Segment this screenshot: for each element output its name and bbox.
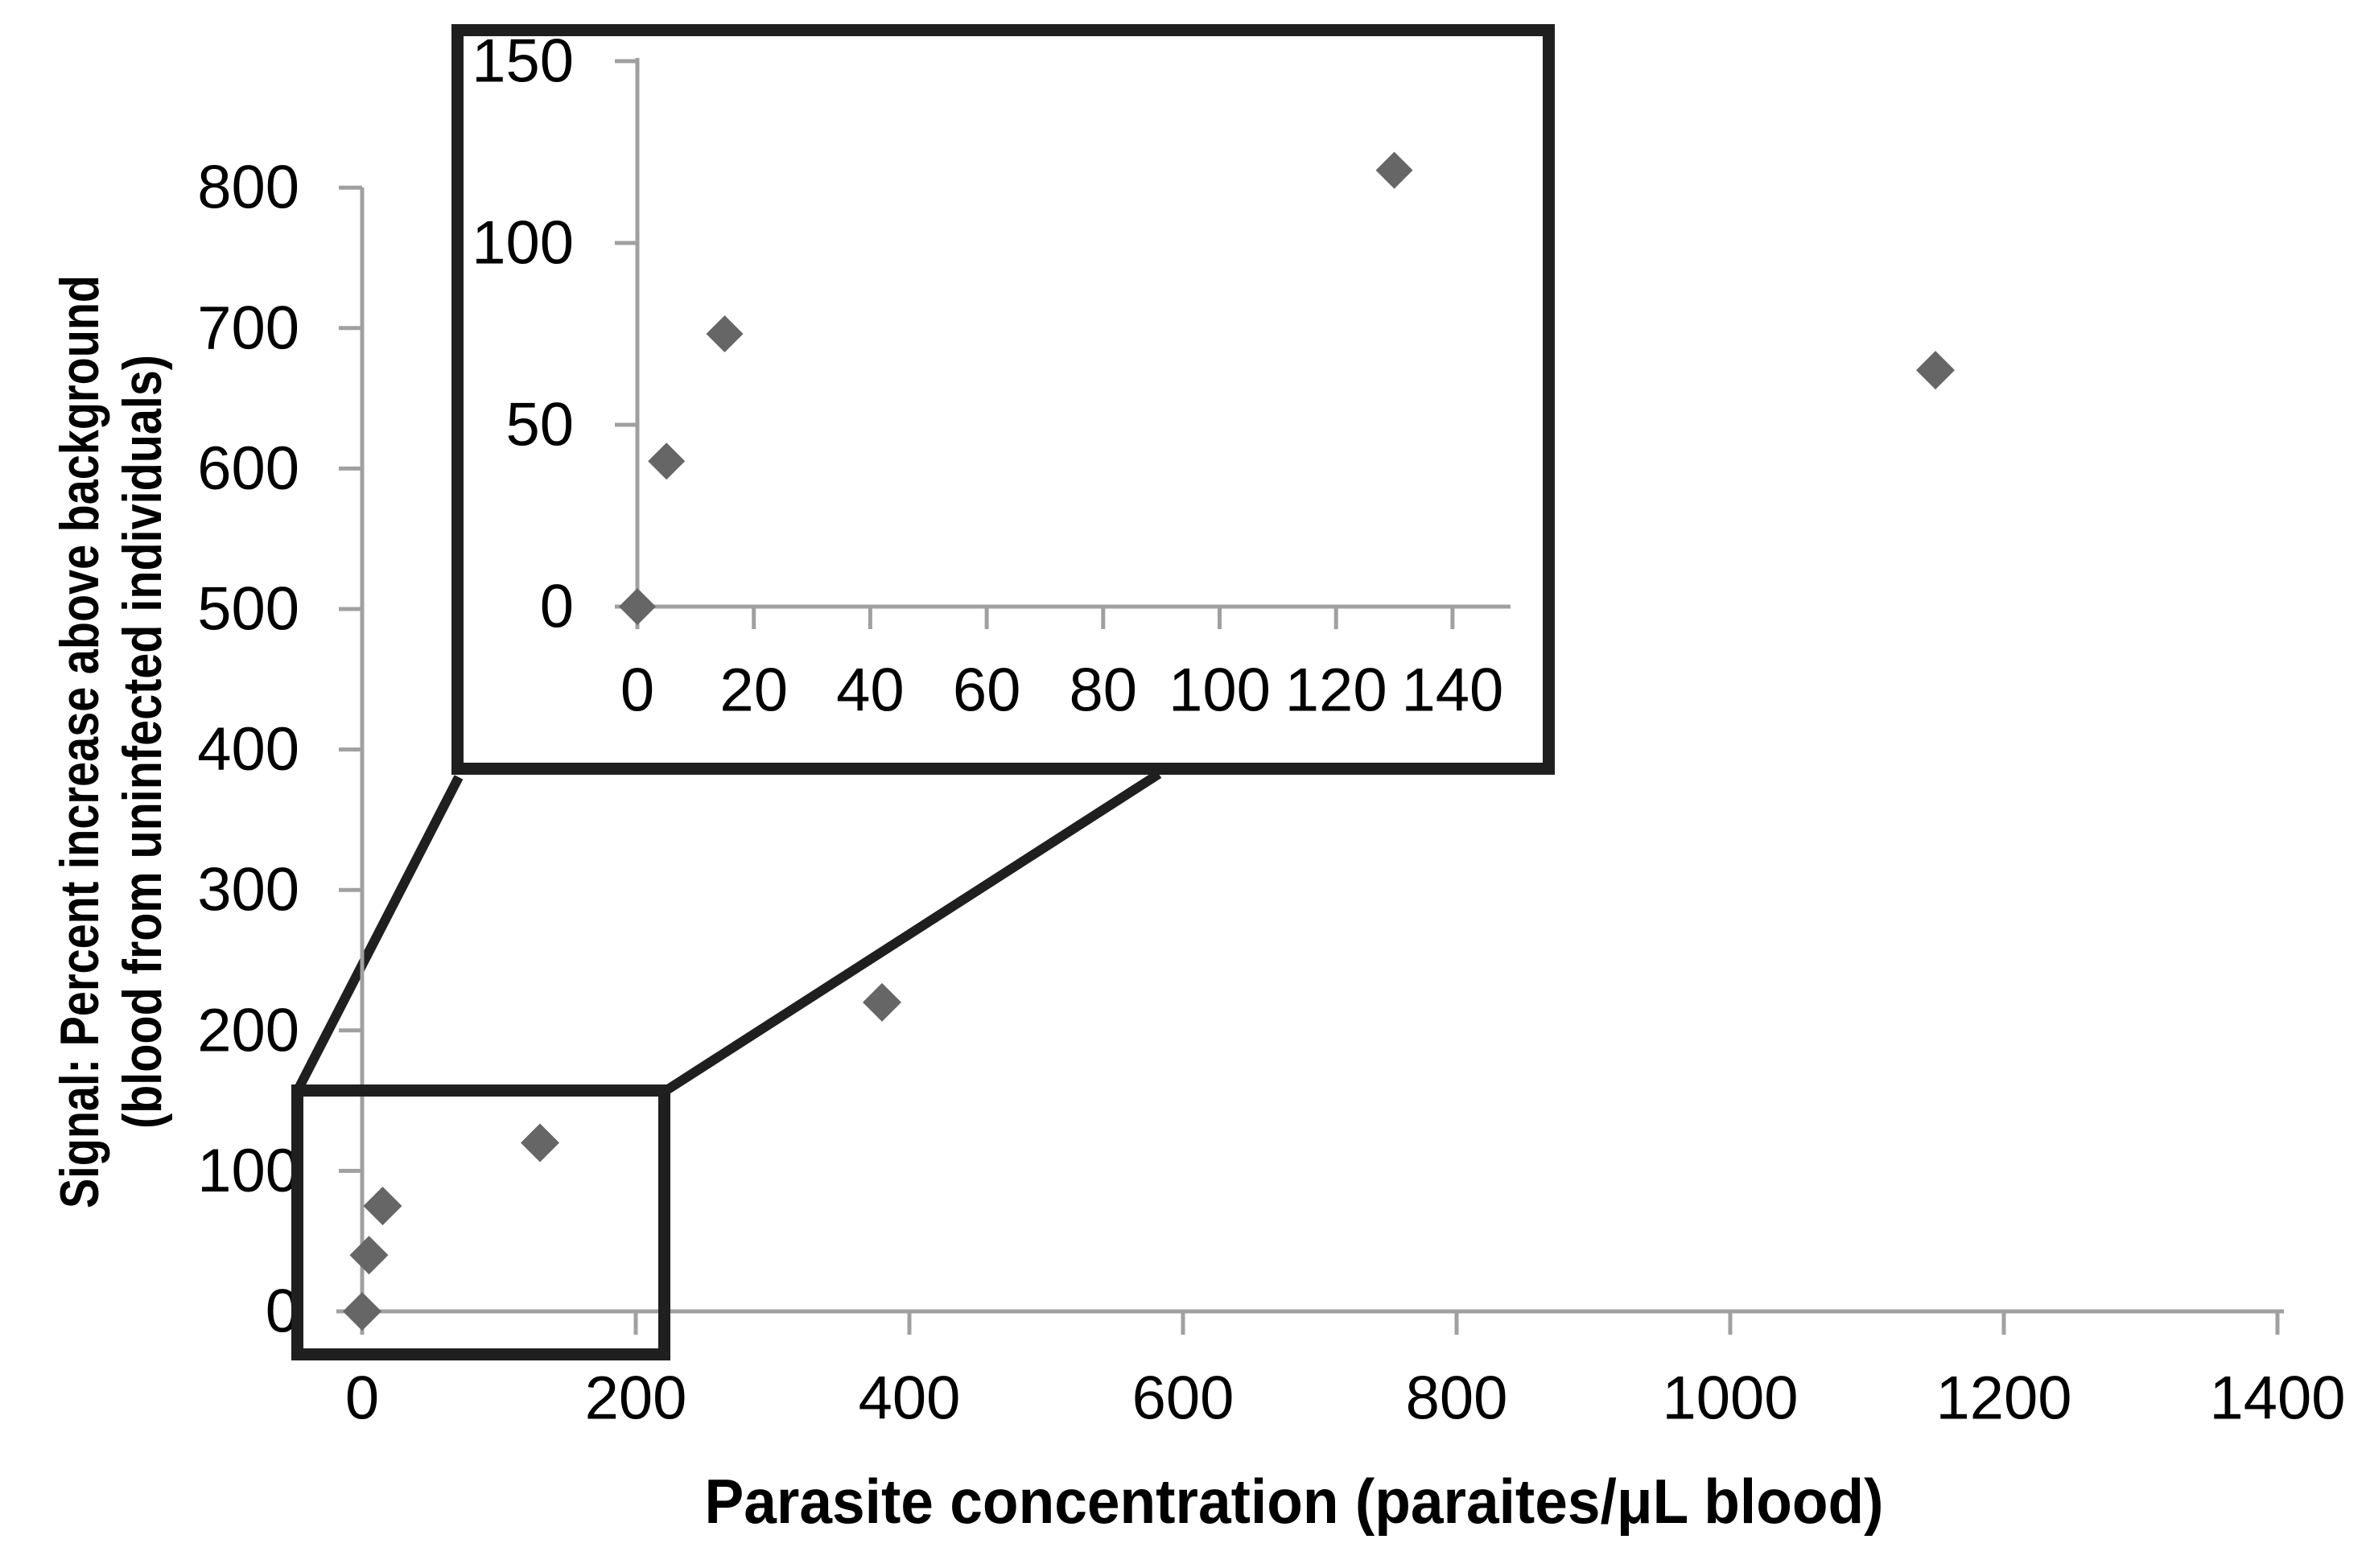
zoom-connector-layer [294, 769, 1162, 1094]
zoom-region-rectangle [291, 1084, 670, 1360]
data-point-diamond [363, 1187, 402, 1226]
x-tick-label: 1000 [1662, 1364, 1798, 1433]
x-tick-label: 400 [859, 1364, 961, 1433]
y-axis-title-line1: Signal: Percent increase above backgroun… [49, 275, 110, 1208]
x-tick-label: 100 [1169, 656, 1271, 725]
data-point-diamond [343, 1292, 381, 1331]
zoom-connector-line-left [294, 775, 464, 1091]
x-tick-label: 80 [1070, 656, 1138, 725]
data-point-diamond [1375, 151, 1413, 189]
x-tick-label: 200 [585, 1364, 687, 1433]
x-tick-label: 1200 [1935, 1364, 2071, 1433]
data-point-diamond [619, 588, 656, 625]
zoom-connector-line-right [665, 769, 1162, 1094]
y-tick-label: 500 [197, 575, 299, 644]
y-tick-label: 100 [472, 209, 574, 278]
data-point-diamond [349, 1236, 389, 1275]
x-tick-label: 40 [836, 656, 905, 725]
data-point-diamond [1916, 351, 1955, 390]
x-tick-label: 800 [1406, 1364, 1508, 1433]
x-tick-label: 0 [345, 1364, 379, 1433]
y-axis-title-line2: (blood from uninfected individuals) [112, 355, 173, 1129]
y-tick-label: 800 [197, 154, 299, 222]
data-point-diamond [648, 442, 686, 480]
x-tick-label: 0 [620, 656, 654, 725]
x-tick-label: 20 [719, 656, 788, 725]
y-tick-label: 600 [197, 434, 299, 503]
x-tick-label: 120 [1285, 656, 1387, 725]
data-point-diamond [521, 1123, 559, 1163]
y-tick-label: 100 [197, 1137, 299, 1205]
y-tick-label: 150 [472, 27, 574, 96]
x-axis-title: Parasite concentration (paraites/μL bloo… [705, 1466, 1884, 1537]
data-point-diamond [863, 982, 901, 1022]
y-tick-label: 700 [197, 294, 299, 362]
x-tick-label: 60 [953, 656, 1021, 725]
y-tick-label: 0 [540, 573, 574, 641]
y-tick-label: 200 [197, 996, 299, 1064]
data-point-diamond [706, 315, 744, 352]
x-tick-label: 1400 [2209, 1364, 2345, 1433]
y-tick-label: 400 [197, 715, 299, 784]
y-tick-label: 50 [505, 391, 574, 459]
x-tick-label: 600 [1132, 1364, 1234, 1433]
x-tick-label: 140 [1401, 656, 1503, 725]
y-tick-label: 300 [197, 856, 299, 924]
